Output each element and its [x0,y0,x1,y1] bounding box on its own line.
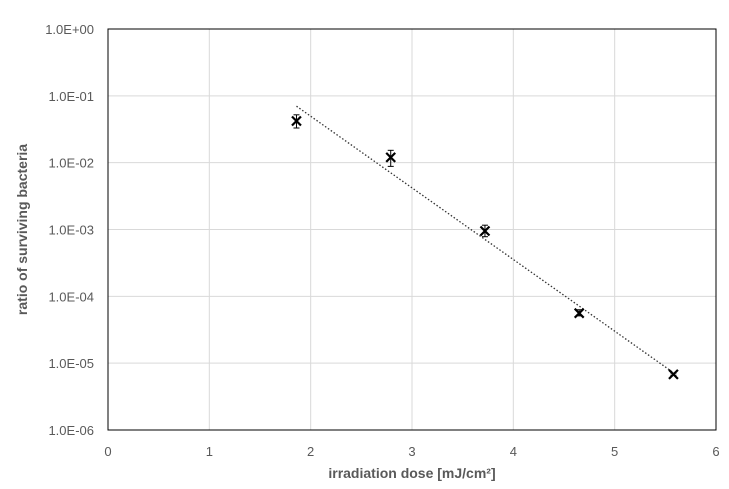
y-tick-label: 1.0E-03 [48,223,94,238]
y-tick-label: 1.0E+00 [45,22,94,37]
plot-area-border [107,28,717,431]
x-tick-label: 0 [104,444,111,459]
y-axis-title: ratio of surviving bacteria [14,144,30,315]
x-tick-label: 6 [712,444,719,459]
y-axis-tick-labels: 1.0E+00 1.0E-01 1.0E-02 1.0E-03 1.0E-04 1.0E-… [45,22,94,438]
x-axis-title: irradiation dose [mJ/cm²] [328,465,495,481]
x-tick-label: 5 [611,444,618,459]
data-point [479,225,491,237]
y-tick-label: 1.0E-05 [48,356,94,371]
x-tick-label: 2 [307,444,314,459]
x-axis-tick-labels: 0 1 2 3 4 5 6 [104,444,719,459]
y-tick-label: 1.0E-02 [48,156,94,171]
data-point [668,369,679,380]
data-point [291,115,302,127]
x-tick-label: 4 [510,444,517,459]
data-point [385,152,396,163]
data-point [573,307,585,319]
x-tick-label: 1 [206,444,213,459]
x-tick-label: 3 [408,444,415,459]
y-tick-label: 1.0E-01 [48,89,94,104]
data-points [291,115,679,380]
y-tick-label: 1.0E-04 [48,289,94,304]
y-tick-label: 1.0E-06 [48,423,94,438]
